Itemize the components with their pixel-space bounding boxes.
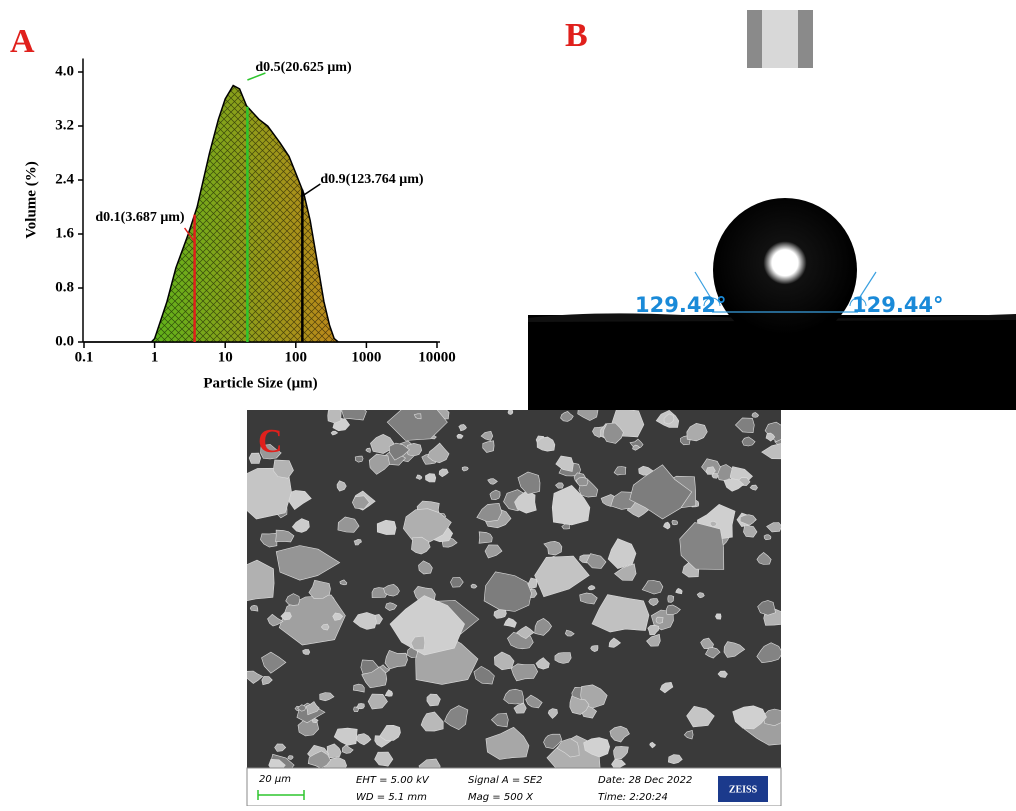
y-tick-label: 0.0 bbox=[55, 333, 74, 349]
annotation: d0.9(123.764 μm) bbox=[320, 172, 424, 187]
contact-angle-left: 129.42° bbox=[635, 293, 727, 317]
particle bbox=[656, 617, 663, 623]
x-tick-label: 10 bbox=[218, 349, 233, 365]
particle bbox=[250, 605, 258, 611]
figure: A 0.0 0.8 1.6 2.4 3.2 4.0 0.1 1 10 100 1000 10000 Pa… bbox=[0, 0, 1016, 806]
y-tick-label: 1.6 bbox=[55, 225, 74, 241]
particle bbox=[508, 410, 513, 415]
particle bbox=[672, 520, 678, 525]
particle bbox=[425, 474, 435, 482]
y-tick-label: 0.8 bbox=[55, 279, 74, 295]
sem-brand: ZEISS bbox=[729, 784, 758, 795]
contact-angle-photo bbox=[528, 10, 1016, 410]
y-tick-label: 4.0 bbox=[55, 63, 74, 79]
annotation: d0.5(20.625 μm) bbox=[255, 60, 352, 75]
x-tick-label: 1000 bbox=[351, 349, 381, 365]
x-tick-label: 1 bbox=[151, 349, 159, 365]
particle bbox=[328, 408, 342, 424]
x-axis-title: Particle Size (μm) bbox=[203, 375, 317, 391]
sem-date: Date: 28 Dec 2022 bbox=[598, 775, 692, 786]
particle bbox=[225, 560, 274, 603]
particle bbox=[764, 535, 771, 540]
leader bbox=[302, 184, 320, 196]
sem-wd: WD = 5.1 mm bbox=[356, 792, 427, 803]
sem-signal: Signal A = SE2 bbox=[468, 775, 543, 786]
sem-mag: Mag = 500 X bbox=[468, 792, 534, 803]
y-tick-label: 3.2 bbox=[55, 117, 74, 133]
sem-eht: EHT = 5.00 kV bbox=[356, 775, 430, 786]
particle bbox=[511, 664, 538, 681]
panel-label: B bbox=[565, 17, 588, 54]
panel-label: C bbox=[258, 423, 283, 460]
y-axis-title: Volume (%) bbox=[23, 161, 39, 238]
particle bbox=[377, 520, 396, 534]
particle bbox=[668, 596, 674, 603]
panel-label: A bbox=[10, 23, 35, 60]
particle bbox=[715, 614, 721, 619]
contact-angle-right: 129.44° bbox=[852, 293, 944, 317]
x-tick-label: 10000 bbox=[418, 349, 456, 365]
x-tick-label: 0.1 bbox=[75, 349, 94, 365]
annotation: d0.1(3.687 μm) bbox=[95, 210, 185, 225]
x-tick-label: 100 bbox=[285, 349, 308, 365]
sem-time: Time: 2:20:24 bbox=[598, 792, 668, 803]
particle bbox=[342, 401, 367, 420]
y-tick-label: 2.4 bbox=[55, 171, 74, 187]
scale-label: 20 μm bbox=[259, 774, 291, 785]
particle bbox=[303, 649, 310, 654]
